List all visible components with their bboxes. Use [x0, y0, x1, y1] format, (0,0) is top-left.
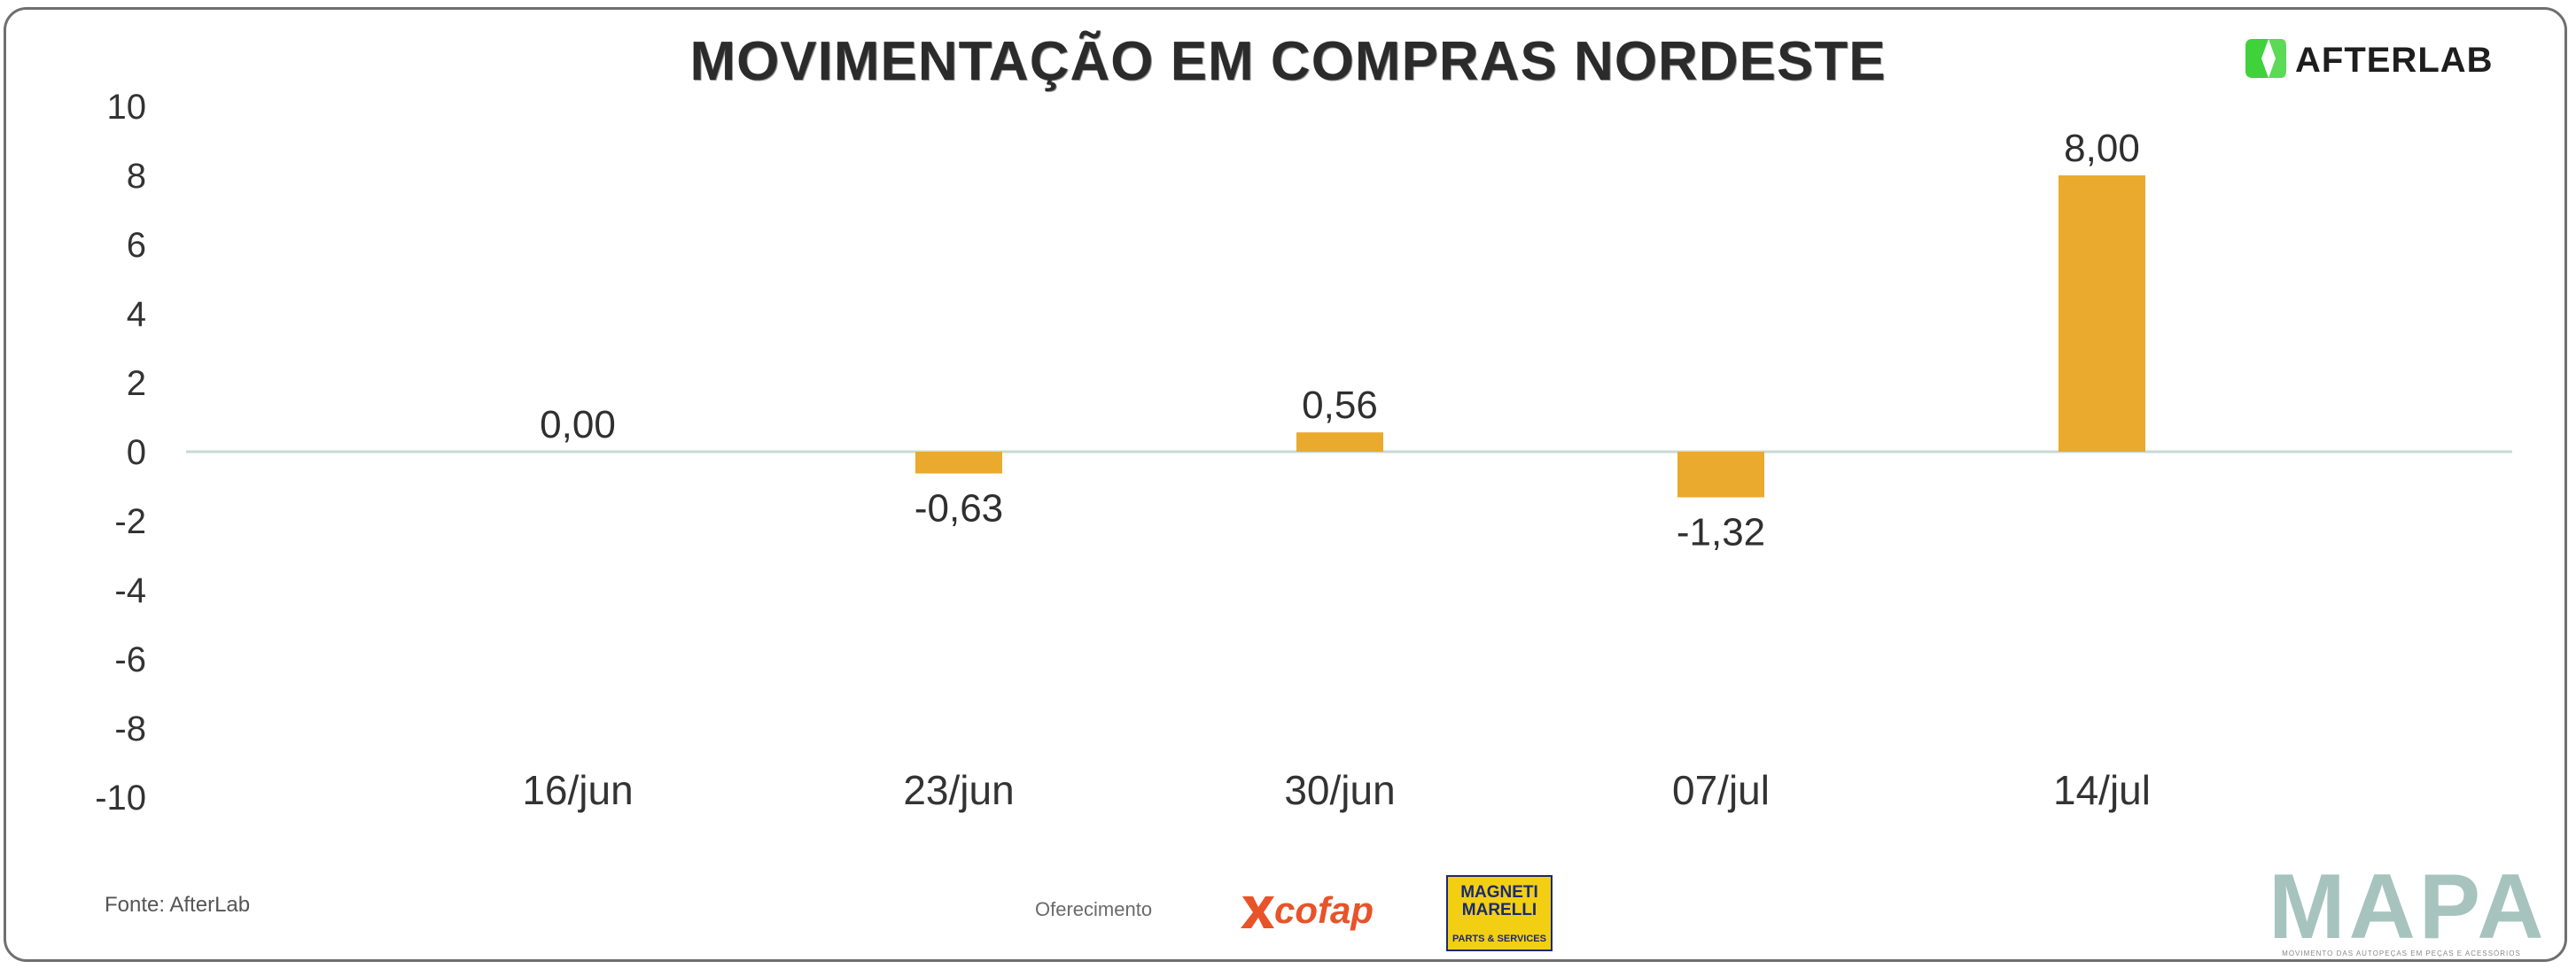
bar: [915, 452, 1002, 474]
x-tick-label: 16/jun: [522, 767, 633, 813]
afterlab-logo: AFTERLAB: [2242, 35, 2508, 89]
y-tick-label: 8: [127, 157, 146, 196]
bar-value-label: -0,63: [914, 487, 1003, 531]
x-axis: 16/jun 23/jun 30/jun 07/jul 14/jul: [522, 767, 2151, 813]
y-tick-label: 2: [127, 364, 146, 403]
bar-value-label: 0,56: [1302, 384, 1378, 427]
y-tick-label: -8: [114, 709, 146, 748]
bar: [1677, 452, 1764, 498]
y-tick-label: -6: [114, 640, 146, 679]
magneti-line2: MARELLI: [1461, 901, 1537, 919]
y-tick-label: 0: [127, 433, 146, 472]
x-tick-label: 30/jun: [1284, 767, 1395, 813]
cofap-wordmark: cofap: [1274, 889, 1374, 931]
mapa-logo: MAPA MOVIMENTO DAS AUTOPEÇAS EM PEÇAS E …: [2269, 856, 2548, 958]
x-tick-label: 23/jun: [903, 767, 1014, 813]
magneti-line1: MAGNETI: [1460, 883, 1538, 902]
y-tick-label: 6: [127, 226, 146, 265]
magneti-tagline: PARTS & SERVICES: [1452, 934, 1546, 944]
magneti-marelli-logo: MAGNETI MARELLI PARTS & SERVICES: [1446, 875, 1553, 951]
cofap-logo: cofap: [1239, 886, 1416, 939]
mapa-wordmark: MAPA: [2269, 856, 2548, 958]
x-tick-label: 07/jul: [1672, 767, 1770, 813]
chart-card: [4, 7, 2567, 962]
y-tick-label: -2: [114, 502, 146, 541]
bar-series: [915, 175, 2145, 498]
data-labels: 0,00 -0,63 0,56 -1,32 8,00: [540, 127, 2140, 554]
bar-value-label: 0,00: [540, 403, 616, 446]
bar-value-label: -1,32: [1677, 510, 1765, 554]
afterlab-wordmark: AFTERLAB: [2295, 41, 2494, 80]
x-tick-label: 14/jul: [2053, 767, 2151, 813]
sponsor-label: Oferecimento: [1035, 898, 1153, 920]
bar-value-label: 8,00: [2064, 127, 2140, 170]
cofap-x-icon: [1241, 896, 1274, 928]
y-tick-label: -4: [114, 571, 146, 610]
afterlab-mark-icon: [2245, 39, 2286, 78]
y-axis: -10 -8 -6 -4 -2 0 2 4 6 8 10: [95, 88, 146, 818]
bar: [2058, 175, 2145, 452]
y-tick-label: 10: [107, 88, 147, 127]
bar: [1296, 432, 1383, 452]
y-tick-label: 4: [127, 295, 146, 334]
mapa-subtitle: MOVIMENTO DAS AUTOPEÇAS EM PEÇAS E ACESS…: [2282, 950, 2521, 957]
chart-title: MOVIMENTAÇÃO EM COMPRAS NORDESTE: [689, 31, 1887, 92]
y-tick-label: -10: [95, 779, 146, 818]
source-note: Fonte: AfterLab: [105, 893, 251, 917]
